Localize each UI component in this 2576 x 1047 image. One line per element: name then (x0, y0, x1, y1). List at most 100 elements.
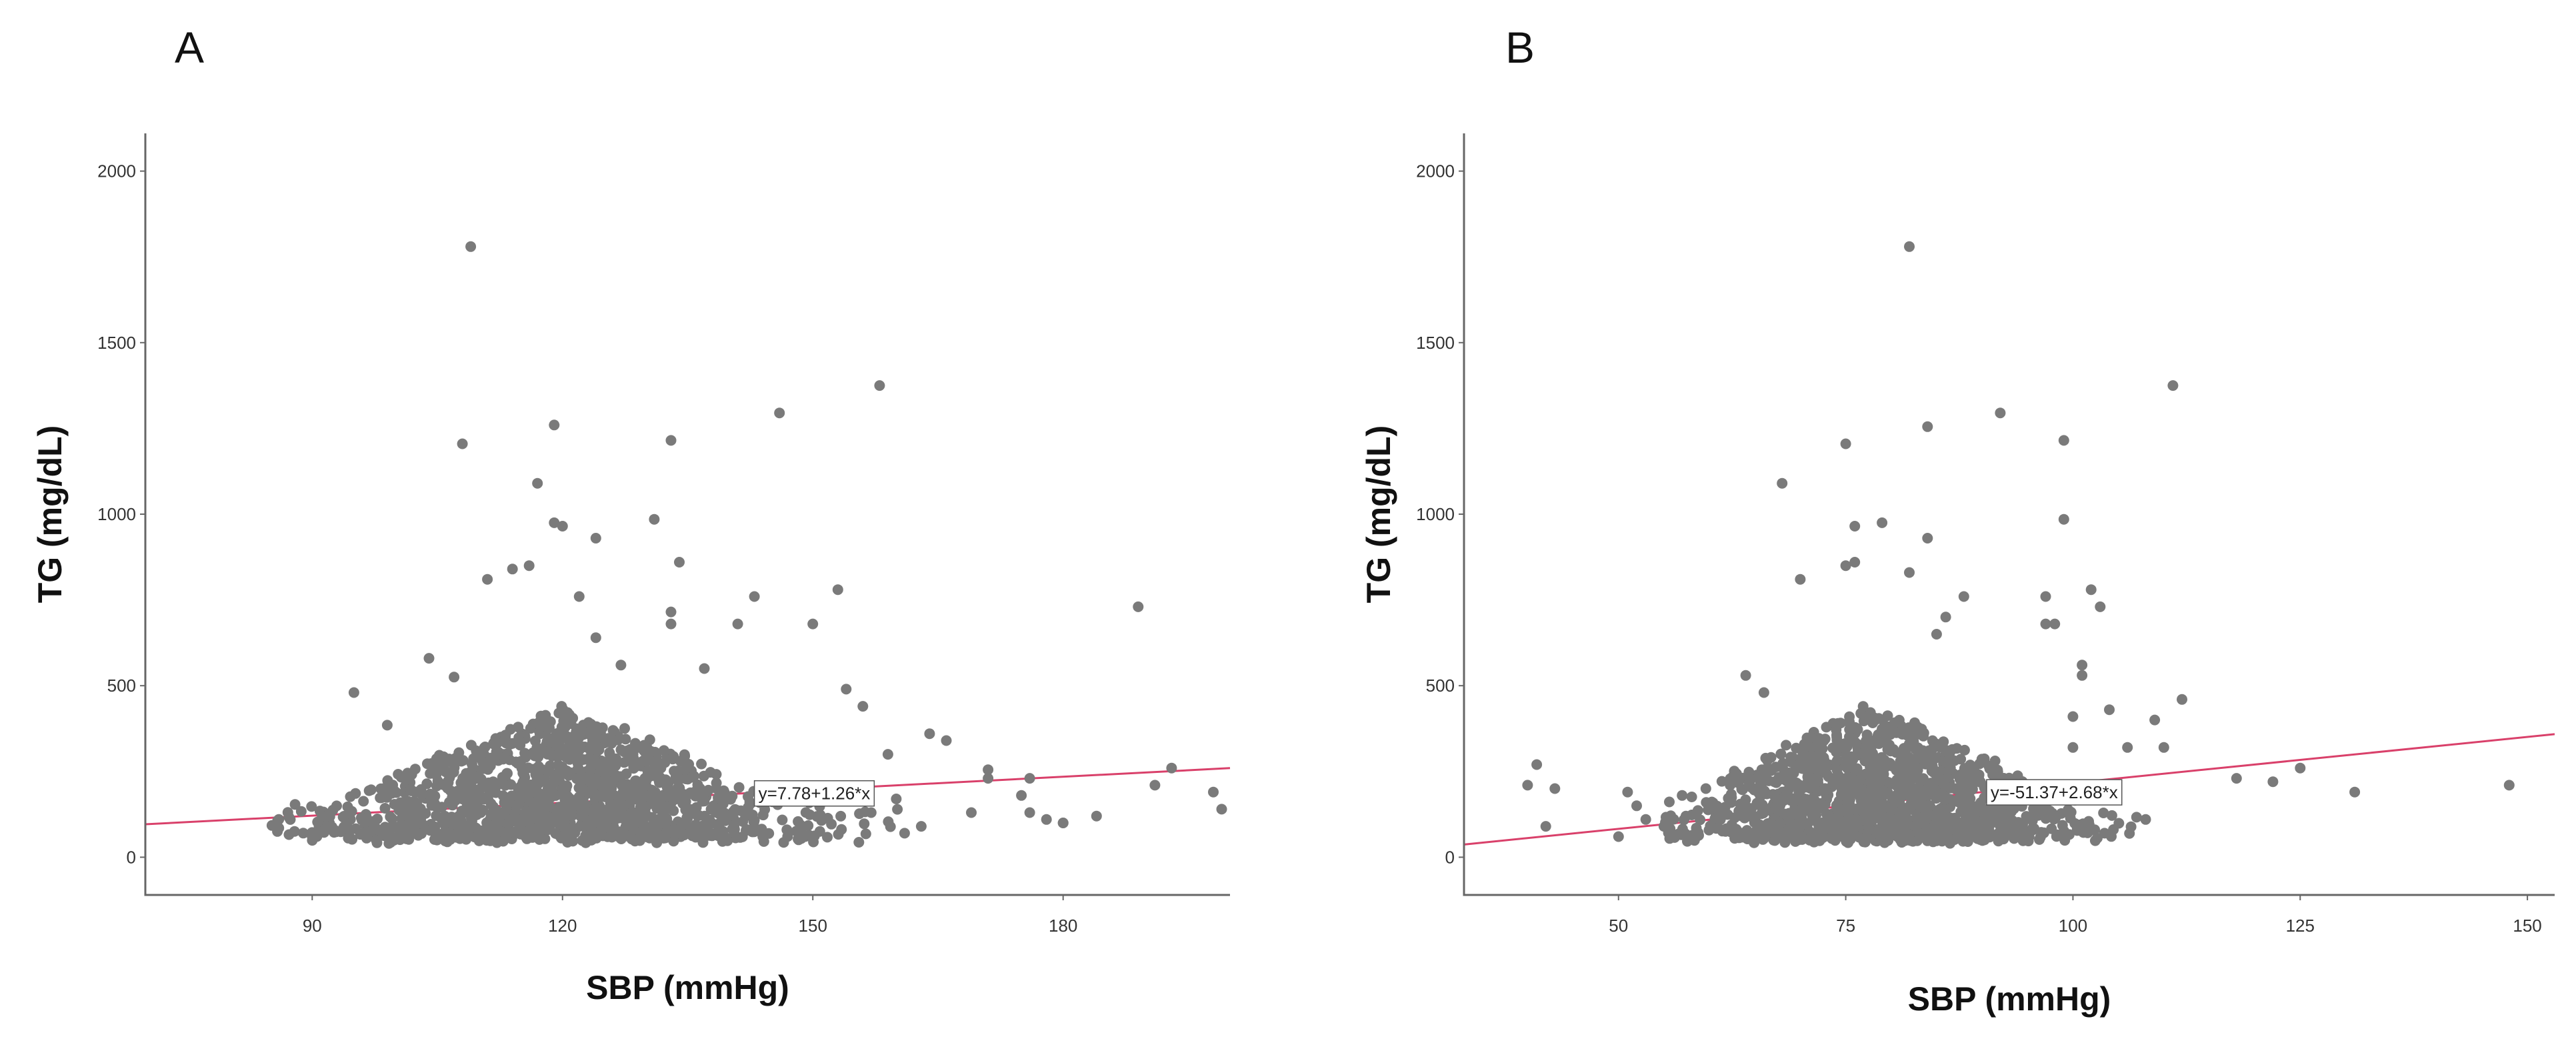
data-point (1716, 776, 1727, 787)
data-point (395, 772, 407, 783)
data-point (1739, 812, 1750, 824)
data-point (683, 759, 695, 770)
data-point (343, 832, 354, 844)
data-point (505, 779, 517, 790)
data-point (628, 824, 639, 834)
data-point (661, 801, 673, 812)
data-point (833, 829, 844, 840)
data-point (899, 828, 910, 839)
data-point (815, 810, 826, 820)
data-point (456, 816, 467, 826)
data-point (1801, 794, 1812, 805)
data-point (1863, 769, 1874, 780)
y-tick-label: 2000 (1416, 161, 1455, 181)
data-point (668, 751, 679, 762)
data-point (860, 828, 871, 840)
data-point (658, 745, 669, 756)
x-axis-title: SBP (mmHg) (586, 969, 789, 1006)
data-point (1922, 421, 1933, 432)
data-point (1631, 800, 1642, 812)
data-point (729, 824, 740, 835)
data-point (668, 824, 679, 835)
data-point (1755, 771, 1765, 782)
data-point (2067, 742, 2079, 753)
data-point (1819, 783, 1831, 794)
data-point (483, 777, 494, 788)
data-point (1846, 822, 1857, 833)
data-point (791, 826, 802, 837)
data-point (1803, 752, 1814, 763)
data-point (619, 723, 630, 734)
data-point (1940, 612, 1951, 623)
data-point (527, 718, 539, 730)
data-point (569, 738, 580, 750)
data-point (2058, 513, 2069, 525)
data-point (2046, 823, 2057, 834)
data-point (530, 823, 541, 834)
data-point (582, 754, 593, 765)
data-point (455, 833, 465, 844)
equation-box (1986, 779, 2123, 806)
data-point (423, 653, 435, 664)
data-point (1839, 738, 1850, 750)
data-point (1901, 812, 1912, 824)
data-point (1755, 822, 1766, 833)
data-point (1790, 832, 1801, 843)
data-point (697, 796, 708, 807)
data-point (661, 790, 672, 802)
data-point (1879, 736, 1891, 748)
data-point (983, 773, 994, 784)
data-point (1756, 808, 1767, 820)
data-point (677, 798, 689, 809)
data-point (1762, 755, 1773, 766)
data-point (1779, 808, 1790, 820)
data-point (603, 792, 614, 804)
data-point (883, 816, 894, 828)
data-point (707, 803, 717, 814)
data-point (1931, 815, 1943, 826)
data-point (729, 804, 741, 815)
data-point (1995, 407, 2006, 419)
data-point (1981, 823, 1992, 834)
data-point (1665, 810, 1677, 822)
data-point (635, 778, 646, 789)
data-point (1931, 775, 1942, 786)
data-point (1700, 783, 1711, 794)
data-point (387, 813, 398, 824)
data-point (379, 803, 391, 814)
data-point (529, 750, 541, 762)
data-point (603, 783, 615, 794)
data-point (1851, 814, 1861, 825)
data-point (1767, 789, 1779, 800)
data-point (409, 764, 421, 775)
data-point (629, 760, 640, 771)
data-point (605, 760, 616, 771)
data-point (832, 584, 843, 596)
data-point (891, 794, 902, 804)
data-point (1955, 769, 1966, 780)
data-point (2177, 694, 2187, 705)
data-point (580, 805, 591, 816)
data-point (1873, 788, 1885, 799)
data-point (2131, 812, 2142, 823)
data-point (573, 792, 585, 803)
data-point (699, 826, 710, 838)
data-point (642, 766, 653, 776)
data-point (1965, 793, 1976, 804)
data-point (747, 810, 758, 820)
data-point (1942, 766, 1953, 777)
data-point (1680, 810, 1691, 822)
data-point (1024, 773, 1035, 784)
data-point (1835, 777, 1846, 788)
data-point (1922, 830, 1933, 841)
data-point (2049, 618, 2061, 630)
data-point (348, 687, 359, 698)
data-point (1957, 836, 1969, 847)
data-point (1740, 670, 1751, 681)
data-point (1912, 763, 1923, 774)
data-point (1916, 785, 1927, 796)
data-point (699, 663, 710, 674)
y-tick-label: 1000 (97, 504, 136, 524)
data-point (1819, 761, 1829, 772)
